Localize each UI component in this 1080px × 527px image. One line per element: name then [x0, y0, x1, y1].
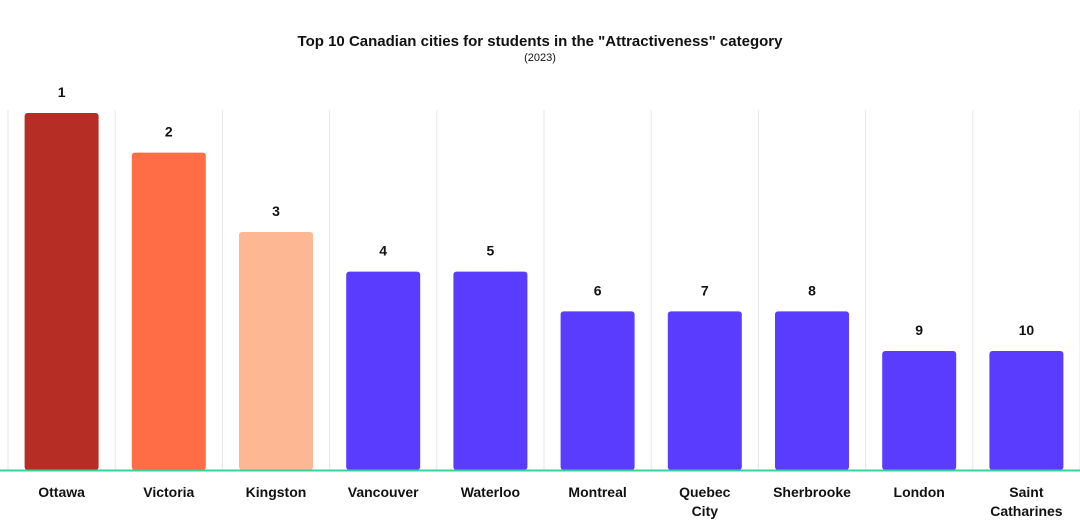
bar: [775, 311, 849, 470]
data-label: 2: [165, 124, 173, 140]
bar: [989, 351, 1064, 470]
bar: [667, 311, 742, 470]
bars: [24, 113, 1064, 470]
bar: [453, 271, 528, 470]
x-tick-label: London: [894, 484, 945, 500]
data-label: 3: [272, 203, 280, 219]
x-tick-label: Saint Catharines: [990, 484, 1063, 519]
data-label: 10: [1019, 322, 1035, 338]
bar: [882, 351, 957, 470]
chart-title: Top 10 Canadian cities for students in t…: [297, 33, 783, 50]
data-label: 9: [915, 322, 923, 338]
x-tick-label: Sherbrooke: [773, 484, 851, 500]
data-label: 8: [808, 282, 816, 298]
data-label: 7: [701, 282, 709, 298]
data-label: 5: [487, 243, 495, 259]
x-tick-label: Vancouver: [348, 484, 419, 500]
x-tick-labels: Ottawa Victoria Kingston Vancouver Waterloo M…: [38, 484, 1063, 519]
data-label: 6: [594, 282, 602, 298]
data-label: 4: [379, 243, 387, 259]
x-tick-label: Montreal: [568, 484, 626, 500]
x-tick-label: Quebec City: [679, 484, 731, 519]
bar: [131, 152, 206, 470]
bar: [560, 311, 635, 470]
x-tick-label: Waterloo: [461, 484, 520, 500]
grid-lines: [7, 110, 1080, 470]
bar: [24, 113, 99, 470]
chart-subtitle: (2023): [524, 52, 556, 64]
x-tick-label: Ottawa: [38, 484, 85, 500]
x-tick-label: Kingston: [246, 484, 307, 500]
data-label: 1: [58, 84, 66, 100]
bar: [239, 232, 313, 470]
x-tick-label: Victoria: [143, 484, 194, 500]
data-labels: 1 2 3 4 5 6 7 8 9 10: [58, 84, 1035, 338]
bar: [346, 271, 421, 470]
